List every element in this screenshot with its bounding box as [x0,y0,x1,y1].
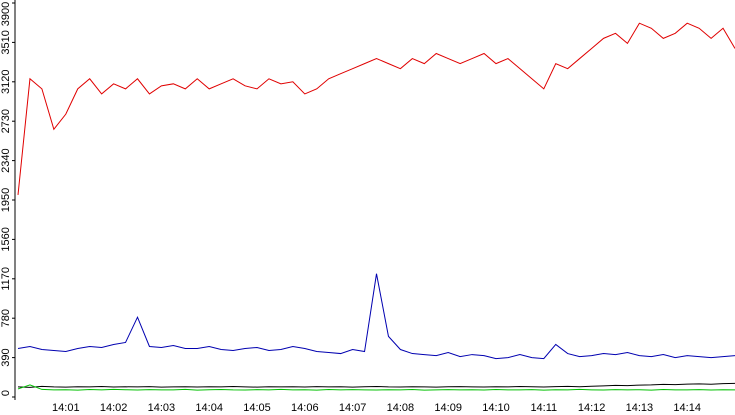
y-tick-label: 3120 [0,70,12,94]
x-tick-label: 14:14 [673,402,701,414]
x-tick-label: 14:01 [52,402,80,414]
x-tick-label: 14:04 [195,402,223,414]
x-tick-label: 14:06 [291,402,319,414]
x-tick-label: 14:03 [148,402,176,414]
line [17,273,735,360]
x-tick-label: 14:11 [530,402,557,414]
y-tick-label: 3510 [0,30,12,54]
y-tick-label: 3900 [0,2,12,26]
y-tick-label: 390 [0,348,12,366]
x-tick-label: 14:12 [578,402,606,414]
x-tick-label: 14:10 [482,402,510,414]
x-tick-label: 14:05 [243,402,271,414]
y-tick-label: 2730 [0,109,12,133]
x-tick-label: 14:09 [434,402,462,414]
line [17,382,735,388]
x-tick-label: 14:02 [100,402,128,414]
y-tick-label: 0 [0,390,12,396]
y-tick-label: 1170 [0,267,12,291]
y-tick-label: 2340 [0,148,12,172]
x-tick-label: 14:13 [626,402,654,414]
line [17,384,735,391]
x-tick-label: 14:08 [387,402,415,414]
line [17,22,735,195]
x-tick-label: 14:07 [339,402,367,414]
y-tick-label: 1560 [0,227,12,251]
y-tick-label: 780 [0,309,12,327]
y-tick-label: 1950 [0,188,12,212]
